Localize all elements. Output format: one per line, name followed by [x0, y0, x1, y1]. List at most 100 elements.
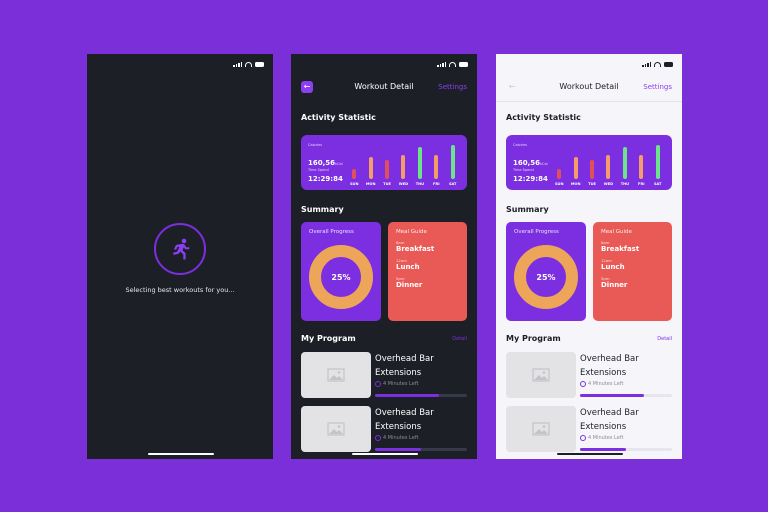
calories-value: 160,56kCal [308, 150, 343, 169]
home-indicator[interactable] [148, 453, 214, 455]
workout-detail-dark: ← Workout Detail Settings Activity Stati… [291, 54, 477, 459]
bar-label: THU [415, 182, 425, 186]
bar-sun: SUN [346, 142, 362, 186]
wifi-icon [449, 62, 456, 67]
bar-mark [368, 156, 373, 179]
workout-progress-bar [375, 394, 467, 397]
summary-heading: Summary [506, 205, 549, 214]
settings-link[interactable]: Settings [643, 83, 672, 91]
calories-label: Calories [513, 143, 528, 147]
activity-heading: Activity Statistic [506, 113, 581, 122]
battery-icon [459, 62, 468, 67]
calories-unit: kCal [335, 162, 343, 166]
time-left-text: 4 Minutes Left [383, 435, 419, 441]
workout-name-line: Extensions [375, 422, 422, 432]
meal-time: 5pm [601, 276, 610, 281]
meal-guide-card[interactable]: Meal Guide 8am Breakfast 12am Lunch 5pm … [593, 222, 672, 321]
meal-name: Lunch [396, 263, 420, 271]
progress-title: Overall Progress [309, 229, 354, 235]
image-placeholder-icon [327, 422, 345, 436]
back-button[interactable]: ← [506, 81, 518, 93]
bar-mark [639, 154, 644, 179]
status-bar [437, 62, 468, 67]
program-detail-link[interactable]: Detail [657, 336, 672, 342]
time-value: 12:29:84 [513, 175, 548, 183]
activity-heading: Activity Statistic [301, 113, 376, 122]
home-indicator[interactable] [352, 453, 418, 455]
bar-label: THU [620, 182, 630, 186]
workout-name-line: Extensions [580, 422, 627, 432]
bar-label: MON [365, 182, 376, 186]
bar-thu: THU [412, 142, 428, 186]
battery-icon [255, 62, 264, 67]
bar-label: SUN [554, 182, 564, 186]
meal-name: Breakfast [601, 245, 640, 253]
workout-progress-bar [375, 448, 467, 451]
workout-progress-bar [580, 448, 672, 451]
bar-mark [590, 160, 595, 179]
overall-progress-card[interactable]: Overall Progress 25% [301, 222, 381, 321]
program-detail-link[interactable]: Detail [452, 336, 467, 342]
header-divider [496, 101, 682, 102]
image-placeholder-icon [327, 368, 345, 382]
meal-title: Meal Guide [601, 229, 632, 235]
signal-icon [642, 62, 651, 67]
workout-thumbnail [506, 406, 576, 452]
bar-label: SAT [653, 182, 662, 186]
meal-time: 8am [601, 240, 610, 245]
program-heading: My Program [506, 334, 561, 343]
home-indicator[interactable] [557, 453, 623, 455]
meal-name: Lunch [601, 263, 625, 271]
progress-fill [375, 394, 440, 397]
meal-name: Dinner [601, 281, 628, 289]
play-icon [375, 435, 381, 441]
signal-icon [233, 62, 242, 67]
workout-thumbnail [301, 406, 371, 452]
activity-card: Calories 160,56kCal Time Spend 12:29:84 … [506, 135, 672, 190]
settings-link[interactable]: Settings [438, 83, 467, 91]
battery-icon [664, 62, 673, 67]
workout-name-line: Extensions [580, 368, 627, 378]
calories-label: Calories [308, 143, 323, 147]
activity-card: Calories 160,56kCal Time Spend 12:29:84 … [301, 135, 467, 190]
workout-name: Overhead Bar Extensions [375, 352, 434, 380]
program-item[interactable]: Overhead Bar Extensions 4 Minutes Left [506, 352, 672, 398]
time-left: 4 Minutes Left [580, 381, 623, 387]
calories-value: 160,56kCal [513, 150, 548, 169]
progress-title: Overall Progress [514, 229, 559, 235]
workout-name-line: Extensions [375, 368, 422, 378]
bar-mark [655, 145, 660, 179]
meal-time: 12am [601, 258, 612, 263]
bar-label: FRI [638, 182, 645, 186]
time-left-text: 4 Minutes Left [588, 435, 624, 441]
workout-name: Overhead Bar Extensions [375, 406, 434, 434]
status-bar [233, 62, 264, 67]
bar-mon: MON [567, 142, 583, 186]
program-item[interactable]: Overhead Bar Extensions 4 Minutes Left [506, 406, 672, 452]
meal-time: 8am [396, 240, 405, 245]
bar-mark [401, 155, 406, 179]
bar-sat: SAT [445, 142, 461, 186]
overall-progress-card[interactable]: Overall Progress 25% [506, 222, 586, 321]
meal-title: Meal Guide [396, 229, 427, 235]
meal-guide-card[interactable]: Meal Guide 8am Breakfast 12am Lunch 5pm … [388, 222, 467, 321]
time-left: 4 Minutes Left [580, 435, 623, 441]
time-left: 4 Minutes Left [375, 435, 418, 441]
signal-icon [437, 62, 446, 67]
weekly-bar-chart: SUN MON TUE WED THU FRI SAT [551, 142, 666, 186]
time-left: 4 Minutes Left [375, 381, 418, 387]
program-item[interactable]: Overhead Bar Extensions 4 Minutes Left [301, 406, 467, 452]
program-item[interactable]: Overhead Bar Extensions 4 Minutes Left [301, 352, 467, 398]
progress-donut: 25% [309, 245, 373, 309]
weekly-bar-chart: SUN MON TUE WED THU FRI SAT [346, 142, 461, 186]
progress-fill [580, 448, 626, 451]
bar-label: SAT [448, 182, 457, 186]
workout-name-line: Overhead Bar [375, 408, 434, 418]
back-button[interactable]: ← [301, 81, 313, 93]
running-person-icon [154, 223, 206, 275]
wifi-icon [245, 62, 252, 67]
loading-text: Selecting best workouts for you... [125, 286, 235, 294]
bar-label: WED [603, 182, 614, 186]
bar-wed: WED [395, 142, 411, 186]
workout-detail-light: ← Workout Detail Settings Activity Stati… [496, 54, 682, 459]
